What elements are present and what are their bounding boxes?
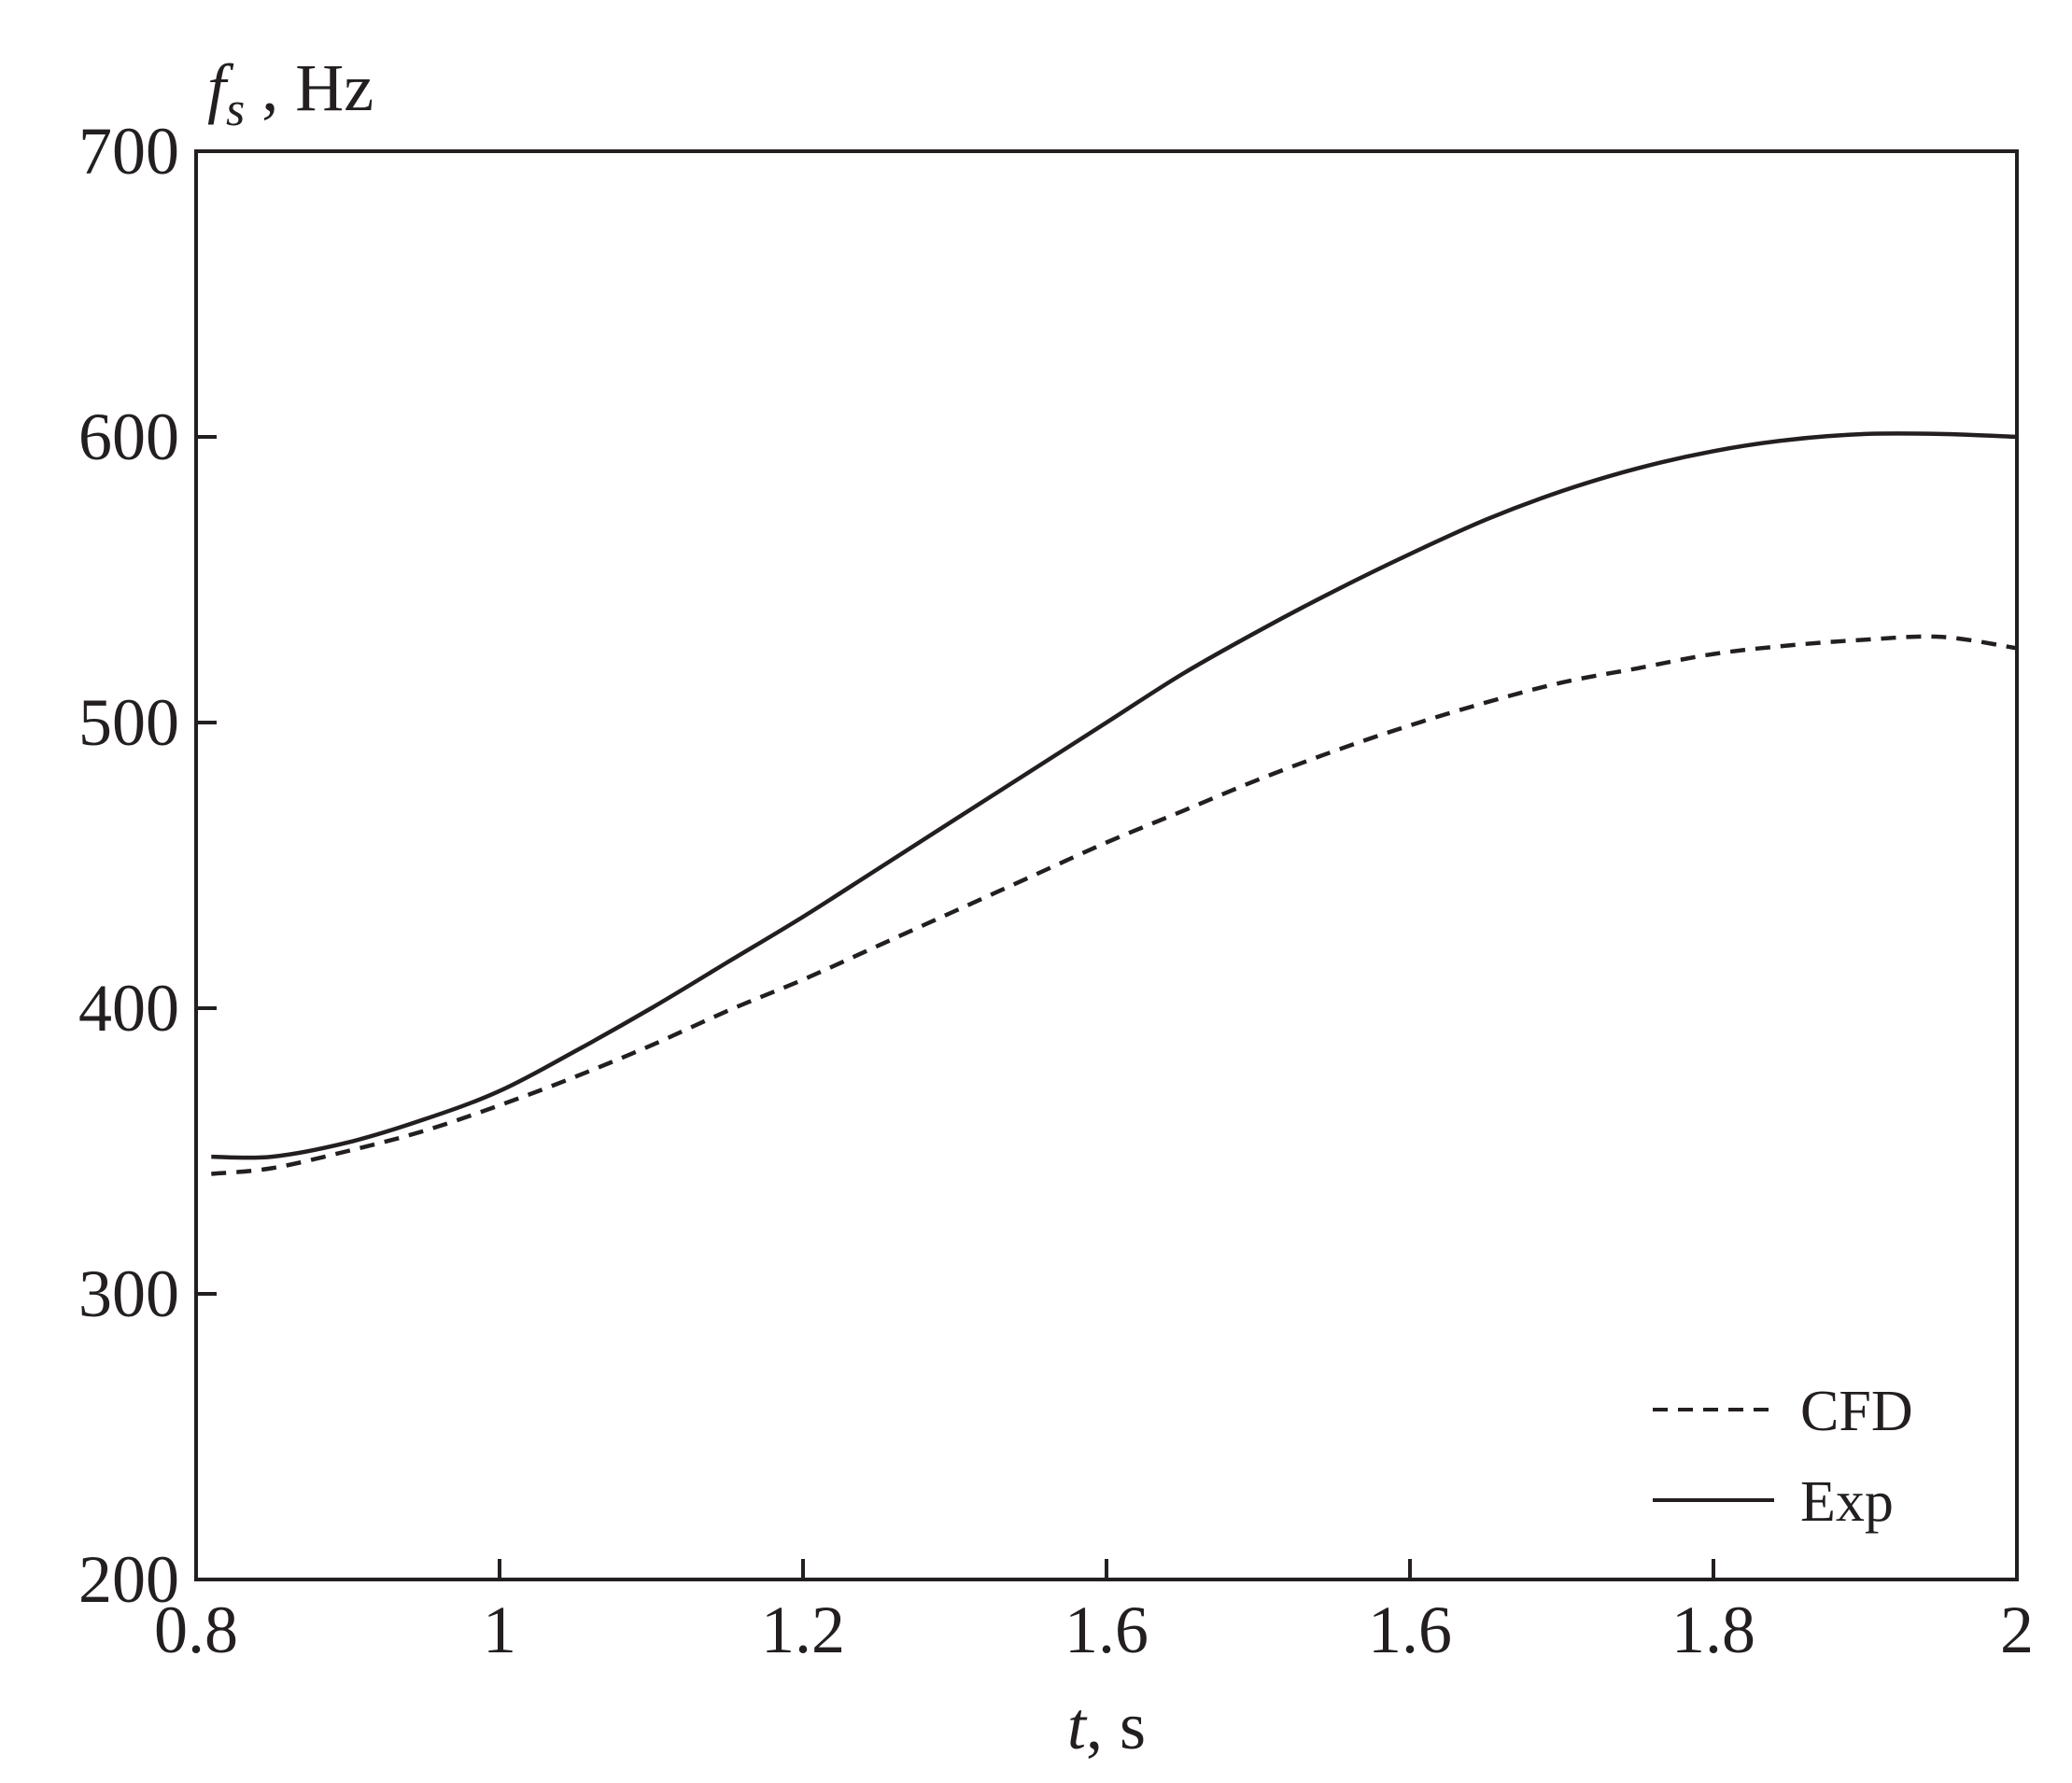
x-tick-label: 1.2 (761, 1593, 845, 1667)
y-tick-label: 700 (78, 114, 179, 189)
x-tick-label: 1.8 (1671, 1593, 1755, 1667)
series-line-exp (211, 431, 2018, 1160)
y-tick-label: 500 (78, 685, 179, 760)
x-tick-label: 1.6 (1368, 1593, 1452, 1667)
plot-frame (194, 149, 2019, 1581)
y-tick-label: 600 (78, 400, 179, 474)
y-axis-title: fs , Hz (207, 50, 374, 136)
y-tick-label: 200 (78, 1542, 179, 1617)
series-line-cfd (211, 634, 2018, 1176)
legend: CFD Exp (1653, 1380, 1913, 1534)
legend-label-cfd: CFD (1800, 1380, 1913, 1443)
x-tick-label: 1.6 (1064, 1593, 1149, 1667)
tick-group (196, 435, 1715, 1579)
tick-label-group: 0.8 1 1.2 1.6 1.6 1.8 2 200 300 400 500 600 700 (78, 114, 2034, 1667)
series-group (211, 431, 2018, 1176)
x-tick-label: 0.8 (154, 1593, 238, 1667)
y-tick-label: 400 (78, 971, 179, 1046)
x-tick-label: 2 (2000, 1593, 2034, 1667)
y-tick-label: 300 (78, 1257, 179, 1331)
x-axis-title: t, s (1067, 1689, 1146, 1763)
legend-label-exp: Exp (1800, 1470, 1894, 1534)
x-tick-label: 1 (483, 1593, 516, 1667)
